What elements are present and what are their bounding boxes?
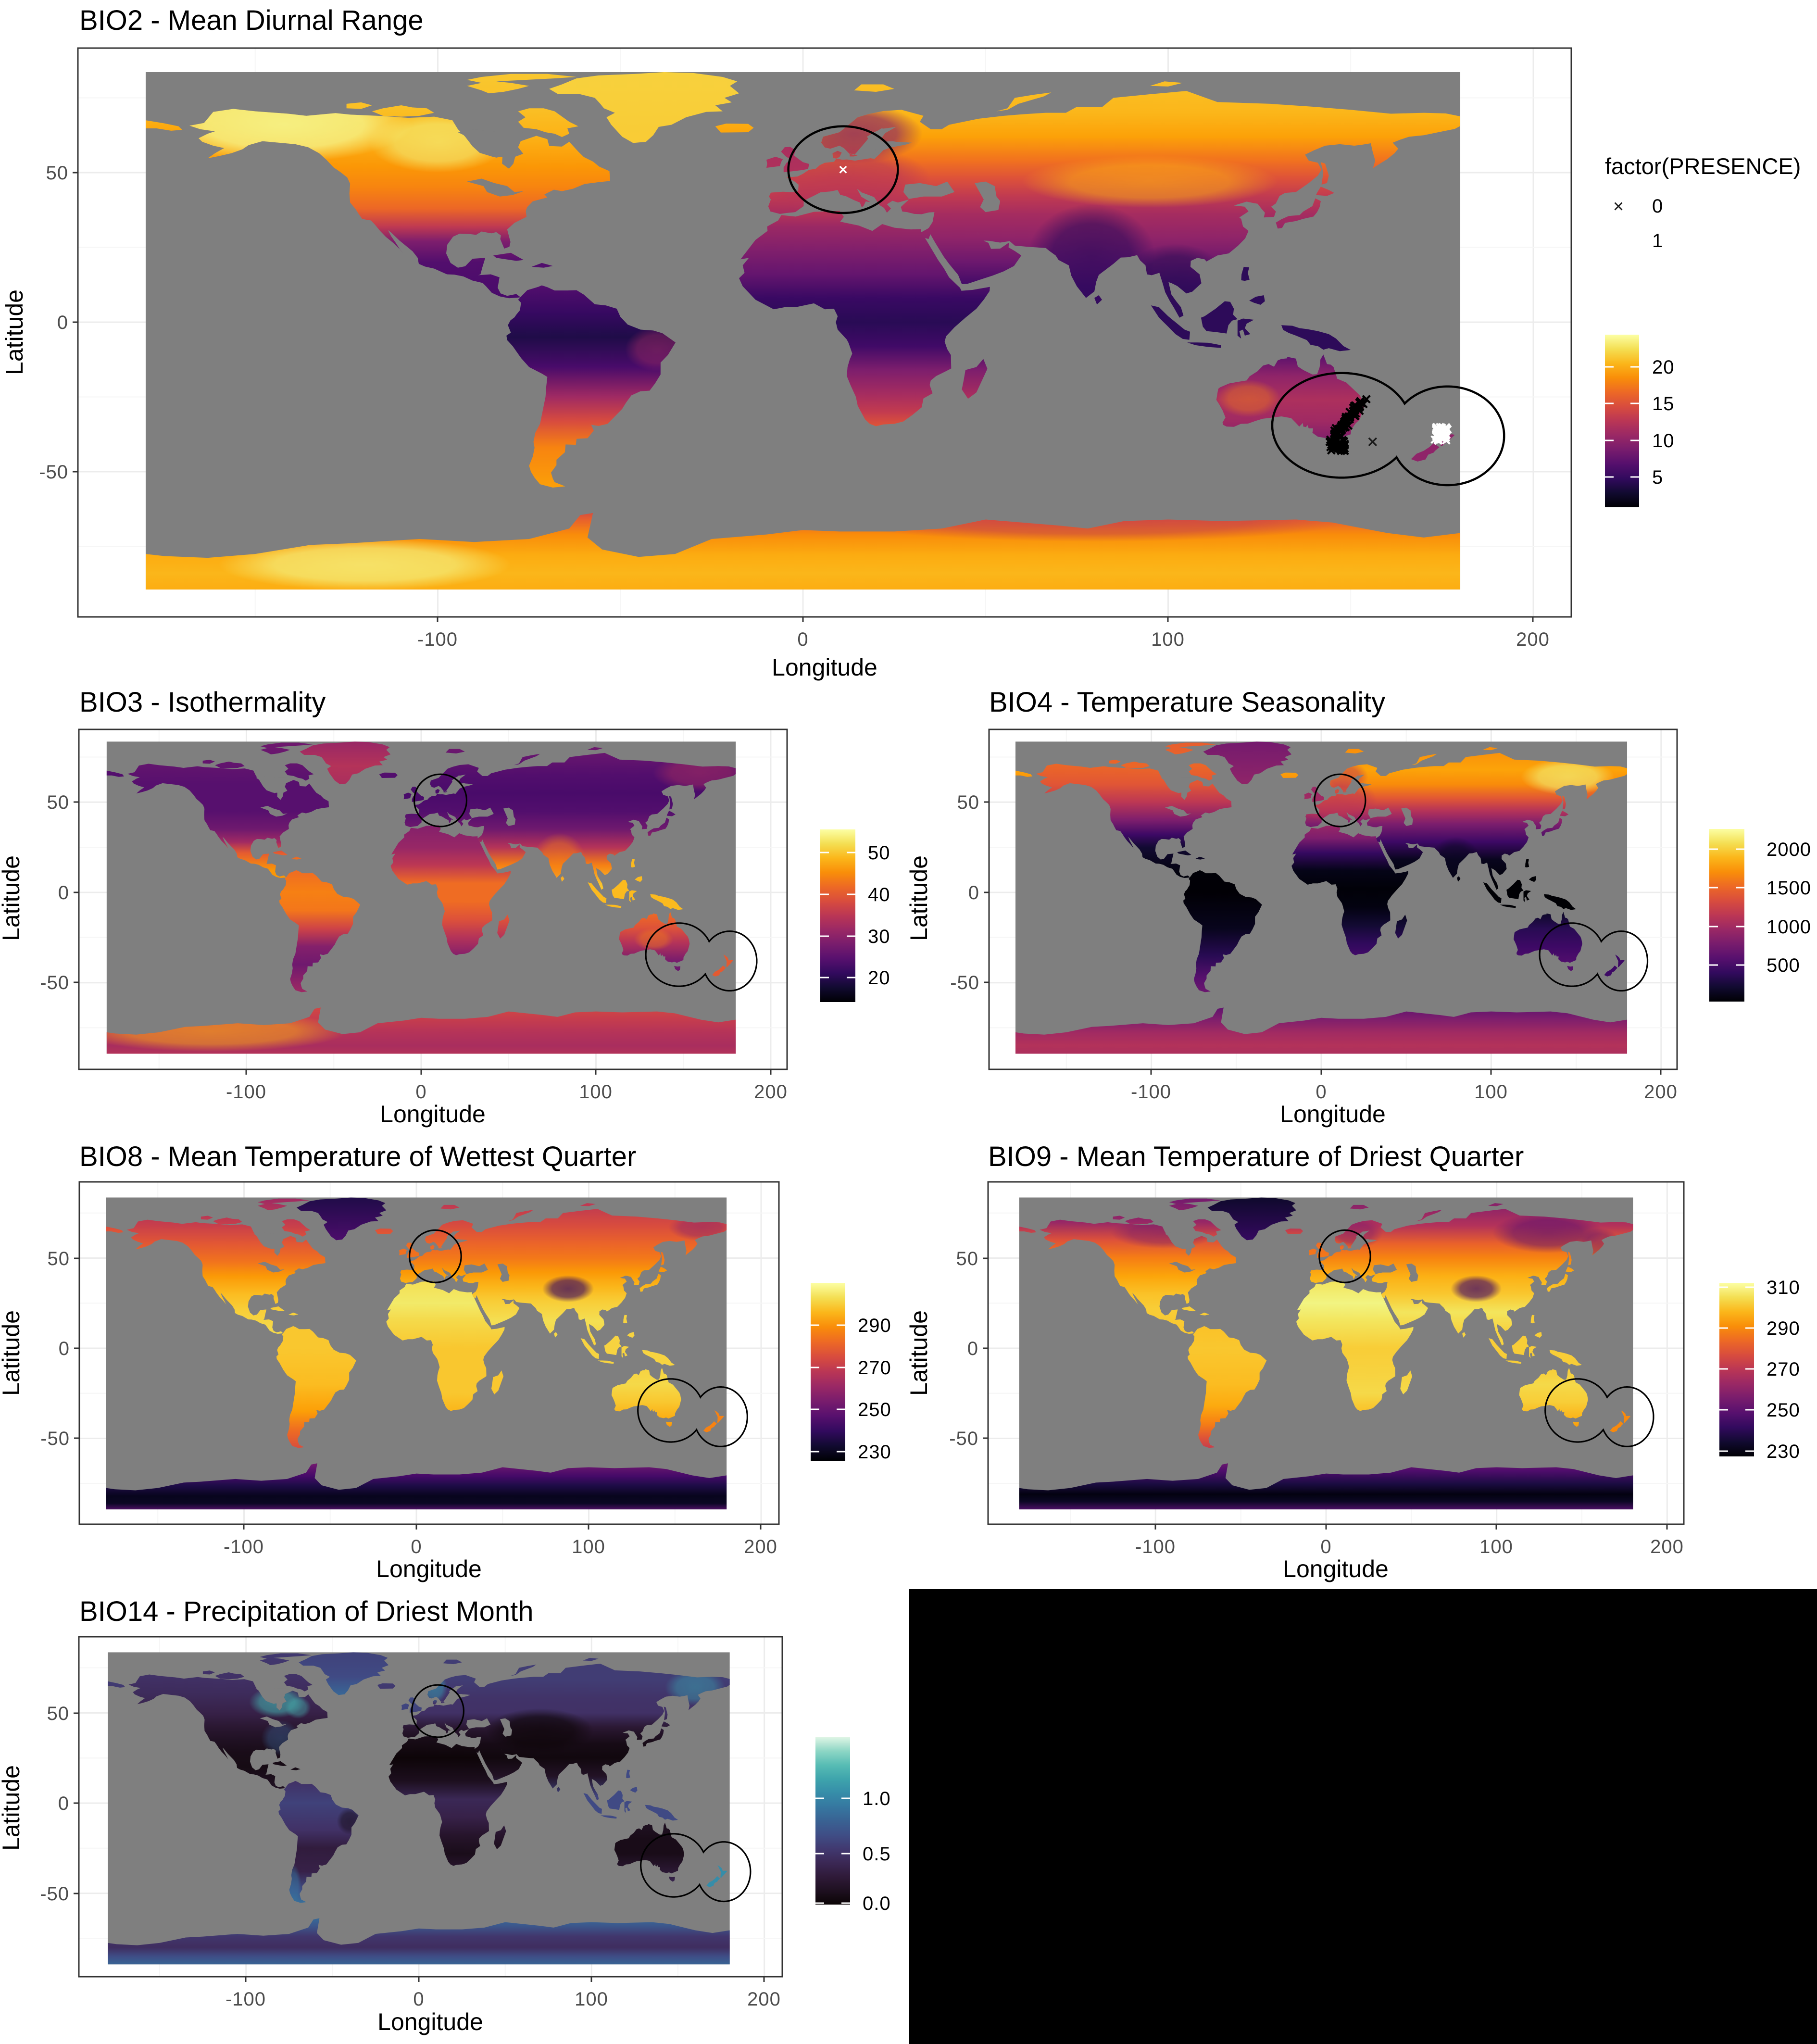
svg-text:50: 50 [957,792,980,813]
svg-text:1: 1 [1652,230,1663,251]
svg-text:Longitude: Longitude [377,2008,483,2035]
svg-text:40: 40 [868,884,890,905]
svg-text:0: 0 [58,882,69,903]
svg-text:100: 100 [572,1536,605,1557]
svg-text:Latitude: Latitude [905,855,932,941]
svg-text:5: 5 [1652,467,1663,488]
svg-text:factor(PRESENCE): factor(PRESENCE) [1605,153,1801,179]
svg-text:0: 0 [967,1338,978,1359]
svg-text:-50: -50 [40,1883,69,1905]
svg-text:310: 310 [1767,1277,1800,1298]
svg-text:-100: -100 [224,1536,264,1557]
svg-text:200: 200 [1650,1536,1684,1557]
svg-text:1.0: 1.0 [863,1788,891,1809]
svg-text:Latitude: Latitude [0,1310,25,1396]
svg-text:0: 0 [797,629,808,650]
svg-text:Longitude: Longitude [376,1555,482,1582]
svg-text:0: 0 [57,312,68,333]
svg-text:Latitude: Latitude [905,1310,932,1396]
svg-text:0: 0 [58,1793,69,1814]
svg-text:100: 100 [1474,1081,1508,1103]
svg-text:250: 250 [858,1399,891,1420]
svg-text:100: 100 [1151,629,1185,650]
svg-text:-100: -100 [226,1081,266,1103]
svg-text:0: 0 [59,1338,70,1359]
svg-text:BIO2 - Mean Diurnal Range: BIO2 - Mean Diurnal Range [79,5,424,36]
svg-text:BIO9 - Mean Temperature of Dri: BIO9 - Mean Temperature of Driest Quarte… [988,1141,1524,1172]
svg-text:-100: -100 [226,1989,266,2010]
svg-text:Longitude: Longitude [1283,1555,1389,1582]
svg-text:BIO3 - Isothermality: BIO3 - Isothermality [79,687,326,718]
svg-text:Longitude: Longitude [772,654,877,681]
svg-text:10: 10 [1652,430,1675,451]
svg-text:-100: -100 [417,629,458,650]
svg-text:BIO8 - Mean Temperature of Wet: BIO8 - Mean Temperature of Wettest Quart… [79,1141,636,1172]
svg-text:Longitude: Longitude [1280,1101,1386,1128]
svg-text:-50: -50 [39,462,68,483]
svg-text:0: 0 [413,1989,424,2010]
svg-text:200: 200 [747,1989,781,2010]
svg-text:0: 0 [415,1081,426,1103]
svg-text:0: 0 [1652,196,1663,217]
svg-text:2000: 2000 [1767,839,1811,860]
svg-text:-50: -50 [40,1428,70,1449]
svg-text:1000: 1000 [1767,916,1811,938]
svg-text:Latitude: Latitude [0,1765,25,1851]
svg-text:-50: -50 [949,1428,978,1449]
svg-text:200: 200 [1516,629,1550,650]
svg-text:270: 270 [1767,1359,1800,1380]
svg-text:Latitude: Latitude [0,855,25,941]
svg-text:270: 270 [858,1357,891,1379]
svg-text:290: 290 [1767,1318,1800,1339]
svg-text:0.5: 0.5 [863,1843,891,1865]
svg-text:230: 230 [858,1442,891,1463]
svg-text:BIO4 - Temperature Seasonality: BIO4 - Temperature Seasonality [989,687,1385,718]
svg-text:20: 20 [1652,357,1675,378]
svg-text:0: 0 [1316,1081,1327,1103]
svg-text:30: 30 [868,926,890,947]
svg-text:100: 100 [1479,1536,1513,1557]
svg-text:20: 20 [868,967,890,989]
svg-text:290: 290 [858,1315,891,1336]
svg-text:50: 50 [868,842,890,864]
svg-text:50: 50 [48,1248,70,1269]
svg-text:500: 500 [1767,955,1800,976]
svg-text:50: 50 [47,1703,70,1724]
svg-text:200: 200 [1644,1081,1678,1103]
svg-text:0: 0 [1320,1536,1331,1557]
svg-text:0.0: 0.0 [863,1893,891,1914]
svg-text:230: 230 [1767,1441,1800,1462]
svg-text:200: 200 [754,1081,788,1103]
svg-text:-100: -100 [1131,1081,1171,1103]
svg-text:Longitude: Longitude [380,1101,486,1128]
svg-text:100: 100 [575,1989,608,2010]
svg-text:0: 0 [411,1536,422,1557]
svg-text:200: 200 [744,1536,777,1557]
svg-text:100: 100 [579,1081,613,1103]
svg-text:Latitude: Latitude [1,289,28,375]
svg-text:BIO14 - Precipitation of Dries: BIO14 - Precipitation of Driest Month [79,1596,534,1627]
svg-text:1500: 1500 [1767,878,1811,899]
svg-text:50: 50 [46,163,69,184]
svg-text:-100: -100 [1135,1536,1176,1557]
svg-text:50: 50 [47,792,70,813]
svg-text:250: 250 [1767,1400,1800,1421]
svg-text:-50: -50 [950,972,979,993]
svg-text:-50: -50 [40,972,69,993]
svg-text:15: 15 [1652,393,1675,414]
svg-text:50: 50 [956,1248,979,1269]
svg-text:0: 0 [968,882,979,903]
